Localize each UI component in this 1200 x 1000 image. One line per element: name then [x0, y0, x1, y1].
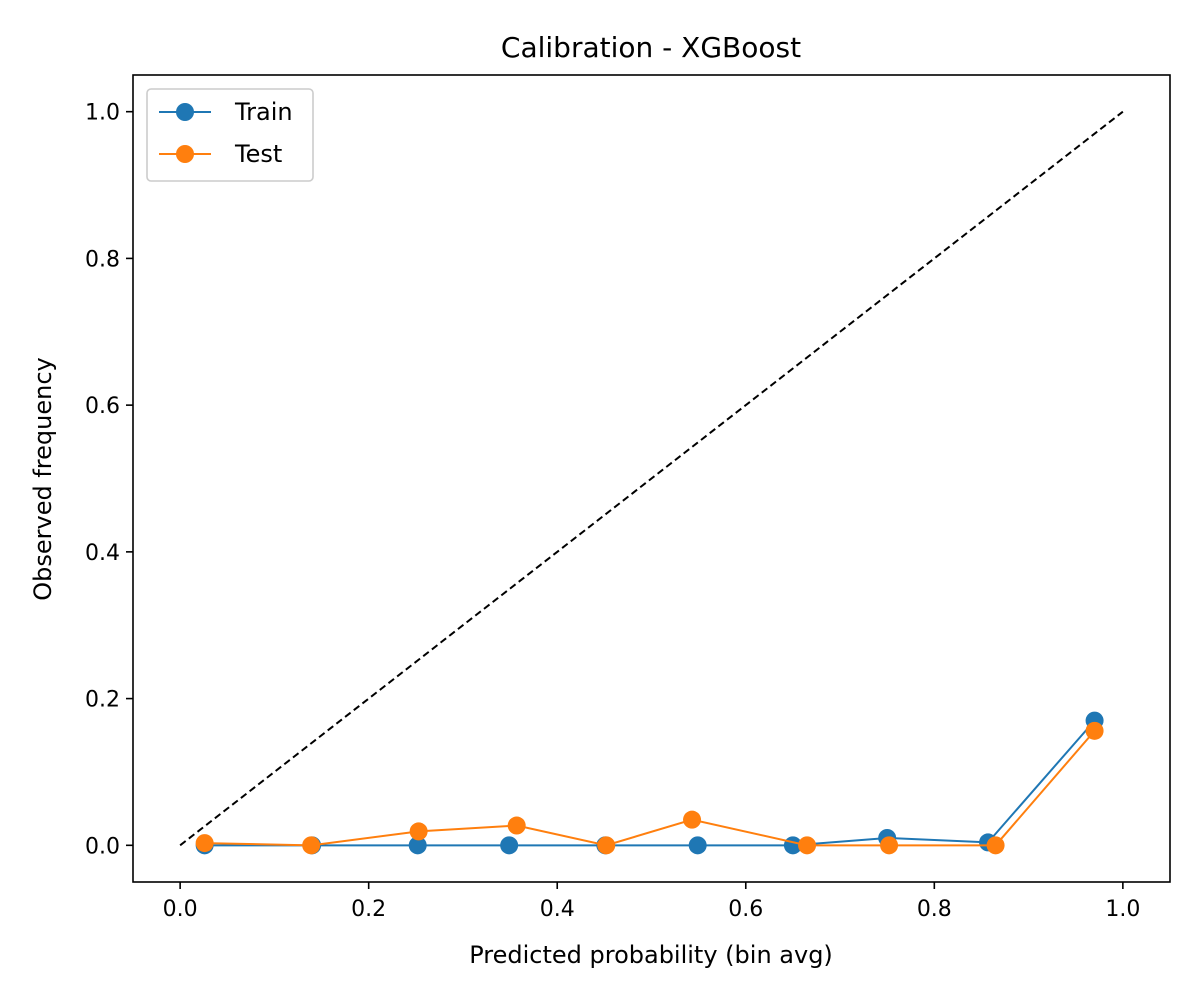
y-tick-label: 0.6 — [85, 394, 120, 419]
y-tick-label: 0.2 — [85, 688, 120, 713]
plot-frame — [132, 74, 1171, 883]
legend-train-marker — [176, 103, 194, 121]
data-point — [408, 836, 427, 855]
x-tick-label: 0.8 — [917, 897, 952, 922]
x-axis-label: Predicted probability (bin avg) — [469, 941, 833, 969]
x-tick-label: 0.2 — [351, 897, 386, 922]
y-tick-label: 0.0 — [85, 834, 120, 859]
data-point — [302, 836, 321, 855]
series-layer — [195, 711, 1104, 855]
data-point — [500, 836, 519, 855]
data-point — [986, 836, 1005, 855]
data-point — [507, 816, 526, 835]
legend-train-label: Train — [234, 98, 293, 126]
legend: Train Test — [146, 88, 314, 182]
chart-title: Calibration - XGBoost — [501, 31, 801, 64]
data-point — [1085, 721, 1104, 740]
series-line — [204, 730, 1096, 847]
data-point — [798, 836, 817, 855]
series-test — [195, 721, 1104, 855]
data-point — [409, 822, 428, 841]
x-tick-label: 1.0 — [1105, 897, 1140, 922]
x-tick-label: 0.6 — [728, 897, 763, 922]
data-point — [195, 834, 214, 853]
data-point — [880, 836, 899, 855]
legend-test-marker — [176, 145, 194, 163]
x-tick-label: 0.4 — [540, 897, 575, 922]
y-tick-label: 1.0 — [85, 101, 120, 126]
x-tick-label: 0.0 — [163, 897, 198, 922]
y-axis: 0.0 0.2 0.4 0.6 0.8 1.0 — [85, 101, 133, 859]
data-point — [688, 836, 707, 855]
perfect-calibration-line — [179, 110, 1124, 847]
data-point — [683, 810, 702, 829]
y-tick-label: 0.4 — [85, 541, 120, 566]
x-axis: 0.0 0.2 0.4 0.6 0.8 1.0 — [163, 882, 1140, 922]
series-line — [204, 719, 1096, 847]
y-axis-label: Observed frequency — [29, 357, 57, 600]
reference-layer — [179, 110, 1124, 847]
legend-test-label: Test — [234, 140, 282, 168]
y-tick-label: 0.8 — [85, 247, 120, 272]
data-point — [597, 836, 616, 855]
